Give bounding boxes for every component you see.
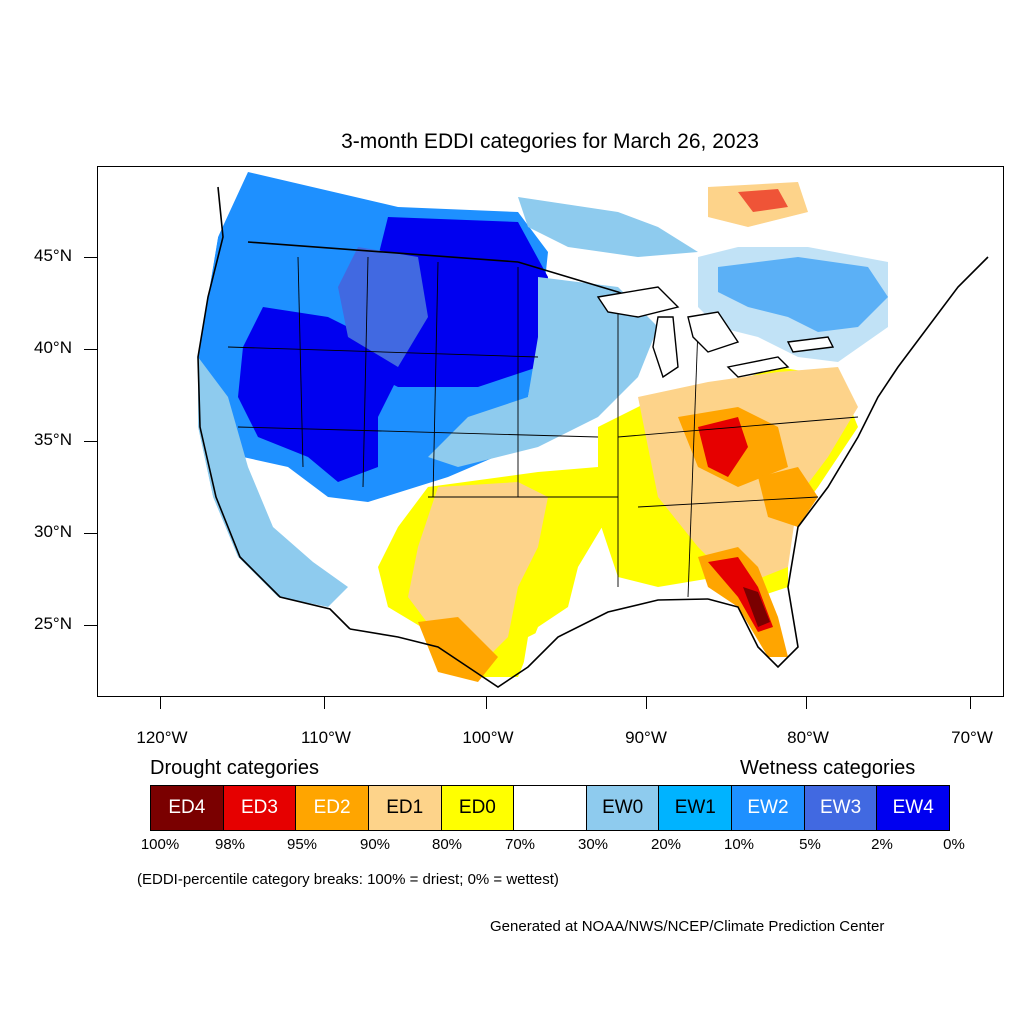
lat-tick-40 (84, 349, 97, 350)
lat-tick-35 (84, 441, 97, 442)
legend-ew4-label: EW4 (892, 797, 934, 818)
legend-ed1-label: ED1 (386, 797, 424, 818)
coastlines (197, 186, 989, 688)
lon-label-80: 80°W (787, 728, 829, 747)
pct-break: 10% (723, 836, 755, 853)
legend-bar: ED4 ED3 ED2 ED1 ED0 EW0 EW1 EW2 EW3 EW4 (150, 785, 950, 831)
region-ed2-carolinas (758, 467, 818, 527)
pct-break: 70% (504, 836, 536, 853)
lon-tick-110 (324, 697, 325, 709)
lon-label-110: 110°W (301, 728, 351, 747)
legend-ed0-label: ED0 (458, 797, 496, 818)
region-ew3-north (338, 247, 428, 367)
lon-tick-90 (646, 697, 647, 709)
pct-break: 2% (871, 836, 893, 853)
legend-ew0-label: EW0 (602, 797, 644, 818)
wetness-heading: Wetness categories (740, 757, 916, 779)
region-ed4-florida (743, 587, 770, 627)
eddi-map (98, 167, 1003, 696)
region-ew1-plains (428, 277, 658, 467)
pct-break: 95% (286, 836, 318, 853)
great-lakes (596, 286, 835, 379)
lon-tick-70 (970, 697, 971, 709)
legend-ed1: ED1 (368, 786, 442, 830)
pct-break: 98% (214, 836, 246, 853)
map-title: 3-month EDDI categories for March 26, 20… (341, 130, 759, 153)
pct-break: 5% (799, 836, 821, 853)
legend-ed3: ED3 (223, 786, 297, 830)
region-ew1-canada (518, 197, 698, 257)
lon-tick-80 (806, 697, 807, 709)
legend-ew1-label: EW1 (674, 797, 716, 818)
legend-ed2-label: ED2 (313, 797, 351, 818)
lat-label-40: 40°N (34, 338, 72, 357)
lat-tick-45 (84, 257, 97, 258)
region-ew0-northeast (698, 247, 888, 362)
legend-ed4: ED4 (151, 786, 224, 830)
legend-ew1: EW1 (659, 786, 733, 830)
drought-heading: Drought categories (150, 757, 319, 779)
legend-neutral (514, 786, 587, 830)
credit-line: Generated at NOAA/NWS/NCEP/Climate Predi… (490, 918, 885, 935)
pacific-ocean (98, 167, 348, 696)
map-panel (97, 166, 1004, 697)
legend-ew4: EW4 (877, 786, 950, 830)
lon-label-70: 70°W (951, 728, 993, 747)
lon-tick-100 (486, 697, 487, 709)
pct-break: 100% (140, 836, 180, 853)
legend-ed2: ED2 (296, 786, 369, 830)
region-ed2-texas (418, 617, 498, 682)
lon-label-100: 100°W (462, 728, 514, 747)
lat-label-25: 25°N (34, 614, 72, 633)
legend-ew0: EW0 (586, 786, 660, 830)
lat-tick-30 (84, 533, 97, 534)
lat-label-30: 30°N (34, 522, 72, 541)
pct-break: 80% (431, 836, 463, 853)
atlantic-ocean (798, 248, 1003, 696)
lon-label-90: 90°W (625, 728, 667, 747)
legend-ew3: EW3 (804, 786, 878, 830)
legend-ed0: ED0 (441, 786, 515, 830)
region-ed3-kentucky (698, 417, 748, 477)
pct-break: 90% (359, 836, 391, 853)
pct-break: 30% (577, 836, 609, 853)
lat-label-45: 45°N (34, 246, 72, 265)
legend-ed3-label: ED3 (240, 797, 278, 818)
region-ed3-canada-ne (738, 189, 788, 212)
legend-ew2-label: EW2 (747, 797, 789, 818)
state-borders (227, 256, 859, 598)
legend-ew3-label: EW3 (819, 797, 862, 818)
lon-label-120: 120°W (136, 728, 188, 747)
pct-break: 0% (943, 836, 965, 853)
lat-label-35: 35°N (34, 430, 72, 449)
legend-ed4-label: ED4 (168, 797, 206, 818)
pct-break: 20% (650, 836, 682, 853)
percentile-note: (EDDI-percentile category breaks: 100% =… (137, 871, 559, 888)
lon-tick-120 (160, 697, 161, 709)
lat-tick-25 (84, 625, 97, 626)
legend-ew2: EW2 (732, 786, 805, 830)
